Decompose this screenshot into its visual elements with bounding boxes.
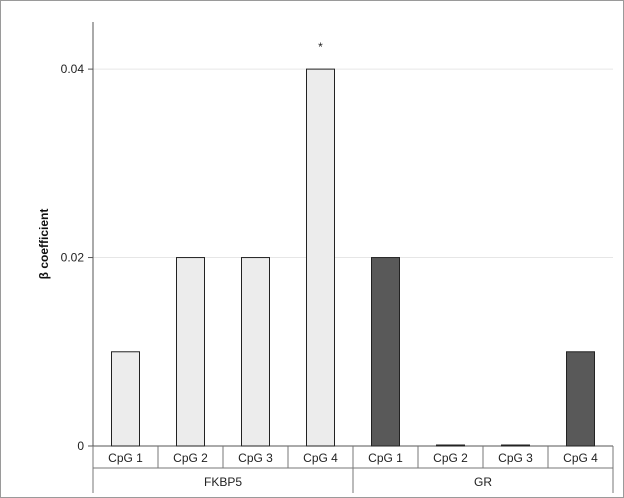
bar [306,68,335,447]
group-label: GR [474,475,492,489]
bar [176,257,205,447]
category-label: CpG 1 [368,451,403,465]
y-axis-label: β coefficient [37,209,51,280]
group-label: FKBP5 [204,475,242,489]
bar [371,257,400,447]
category-label: CpG 3 [498,451,533,465]
category-label: CpG 4 [303,451,338,465]
bar [241,257,270,447]
y-tick-label: 0.02 [61,251,85,265]
bar [436,444,465,447]
bars [111,68,595,447]
bar [111,351,140,447]
labels: CpG 1 CpG 2 CpG 3 CpG 4 * CpG 1 CpG 2 CpG 3 CpG … [108,40,598,489]
category-label: CpG 2 [433,451,468,465]
category-label: CpG 4 [563,451,598,465]
category-label: CpG 1 [108,451,143,465]
category-label: CpG 3 [238,451,273,465]
significance-marker: * [318,40,323,54]
category-label: CpG 2 [173,451,208,465]
bar [501,444,530,447]
bar [566,351,595,447]
y-tick-label: 0.04 [61,62,85,76]
y-tick-label: 0 [77,439,84,453]
